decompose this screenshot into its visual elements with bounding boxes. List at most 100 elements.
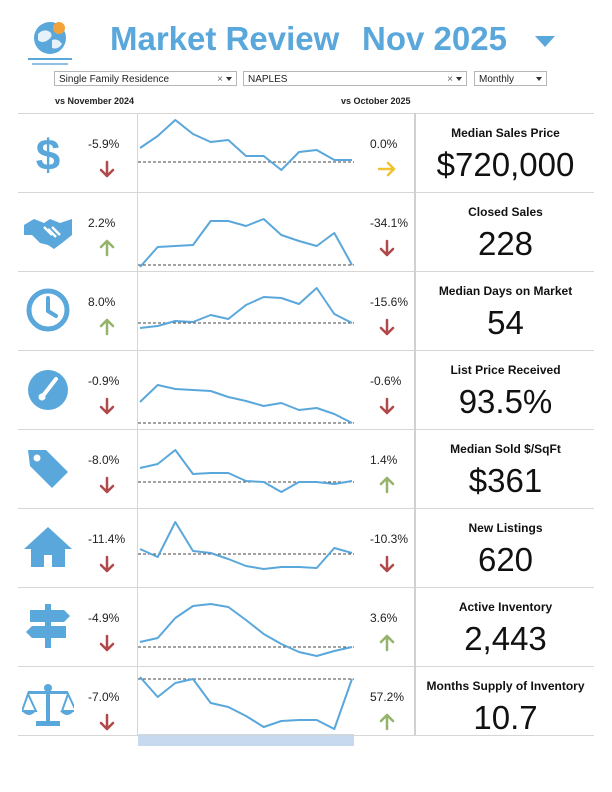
table-bottom-border (18, 735, 594, 736)
arrow-up-icon (99, 239, 115, 257)
period-dropdown-icon[interactable] (535, 36, 555, 48)
svg-text:$: $ (36, 131, 60, 178)
handshake-icon (24, 219, 72, 249)
series-line (139, 449, 353, 493)
metric-row-median-sold-per-sqft: -8.0% 1.4% Median Sold $/SqFt $361 (18, 429, 594, 509)
mom-change: -34.1% (370, 216, 409, 230)
mom-change: 57.2% (370, 690, 405, 704)
arrow-down-icon (379, 397, 395, 415)
metric-title: Median Days on Market (438, 284, 573, 298)
arrow-down-icon (99, 634, 115, 652)
sparkline-chart (138, 384, 354, 424)
price-tag-icon (28, 450, 68, 488)
arrow-up-icon (379, 713, 395, 731)
area-filter[interactable]: NAPLES × (243, 71, 467, 86)
frequency-filter[interactable]: Monthly (474, 71, 547, 86)
sparkline-chart (138, 449, 354, 493)
sparkline-chart (138, 521, 354, 570)
metric-value: 54 (487, 304, 524, 341)
arrow-down-icon (99, 476, 115, 494)
metric-row-closed-sales: 2.2% -34.1% Closed Sales 228 (18, 192, 594, 272)
metric-row-months-supply-of-inventory: -7.0% 57.2% Months Supply of Inventory 10.7 (18, 666, 594, 746)
arrow-down-icon (99, 160, 115, 178)
arrow-down-icon (379, 318, 395, 336)
metric-title: Active Inventory (458, 600, 553, 614)
metric-value: 93.5% (458, 383, 553, 420)
mom-change: -0.6% (370, 374, 402, 388)
year-over-year-label: vs November 2024 (55, 96, 135, 106)
metric-title: New Listings (468, 521, 543, 535)
company-logo (28, 22, 72, 65)
yoy-change: -8.0% (88, 453, 120, 467)
metric-value: $361 (468, 462, 543, 499)
house-icon (24, 527, 72, 567)
metric-title: Closed Sales (468, 205, 543, 219)
chevron-down-icon[interactable] (226, 77, 232, 81)
chevron-down-icon[interactable] (456, 77, 462, 81)
series-line (139, 521, 353, 570)
yoy-change: 2.2% (88, 216, 116, 230)
yoy-change: -7.0% (88, 690, 120, 704)
month-over-month-label: vs October 2025 (341, 96, 411, 106)
metric-title: List Price Received (450, 363, 561, 377)
arrow-down-icon (379, 555, 395, 573)
shaded-band (138, 734, 354, 746)
yoy-change: -4.9% (88, 611, 120, 625)
metric-row-new-listings: -11.4% -10.3% New Listings 620 (18, 508, 594, 588)
column-divider (414, 113, 416, 735)
arrow-right-icon (378, 161, 396, 177)
yoy-change: -11.4% (88, 532, 126, 546)
metric-value: 2,443 (464, 620, 547, 657)
property-type-value: Single Family Residence (59, 74, 170, 85)
report-period: Nov 2025 (362, 20, 507, 57)
arrow-up-icon (379, 476, 395, 494)
page-title: Market Review (110, 20, 340, 57)
metric-title: Median Sold $/SqFt (450, 442, 561, 456)
scale-icon (22, 684, 74, 726)
metric-row-median-sales-price: $ -5.9% 0.0% Median Sales Price $720,000 (18, 113, 594, 193)
gauge-icon (28, 370, 68, 410)
property-type-filter[interactable]: Single Family Residence × (54, 71, 237, 86)
column-divider (137, 113, 138, 735)
metric-row-median-days-on-market: 8.0% -15.6% Median Days on Market 54 (18, 271, 594, 351)
metric-row-active-inventory: -4.9% 3.6% Active Inventory 2,443 (18, 587, 594, 667)
arrow-up-icon (99, 318, 115, 336)
series-line (139, 603, 353, 657)
yoy-change: 8.0% (88, 295, 116, 309)
arrow-down-icon (99, 397, 115, 415)
frequency-value: Monthly (479, 74, 515, 85)
series-line (139, 119, 352, 171)
metric-title: Months Supply of Inventory (426, 679, 585, 693)
metric-value: 10.7 (473, 699, 538, 736)
clear-area-icon[interactable]: × (447, 74, 453, 85)
signpost-icon (26, 604, 70, 648)
clock-icon (26, 288, 70, 332)
sparkline-chart (138, 119, 354, 171)
series-line (139, 218, 353, 268)
area-value: NAPLES (248, 74, 288, 85)
metric-title: Median Sales Price (451, 126, 560, 140)
metric-row-list-price-received: -0.9% -0.6% List Price Received 93.5% (18, 350, 594, 430)
sparkline-chart (138, 603, 354, 657)
series-line (139, 287, 353, 329)
mom-change: -10.3% (370, 532, 409, 546)
chevron-down-icon[interactable] (536, 77, 542, 81)
sparkline-chart (138, 218, 354, 268)
arrow-down-icon (379, 239, 395, 257)
mom-change: 3.6% (370, 611, 398, 625)
metric-value: 228 (477, 225, 534, 262)
sparkline-chart (138, 287, 354, 329)
arrow-down-icon (99, 555, 115, 573)
yoy-change: -0.9% (88, 374, 120, 388)
clear-property-type-icon[interactable]: × (217, 74, 223, 85)
dollar-icon: $ (36, 131, 60, 178)
arrow-up-icon (379, 634, 395, 652)
metric-value: $720,000 (436, 146, 575, 183)
series-line (139, 676, 353, 730)
yoy-change: -5.9% (88, 137, 120, 151)
mom-change: -15.6% (370, 295, 409, 309)
mom-change: 1.4% (370, 453, 398, 467)
mom-change: 0.0% (370, 137, 398, 151)
series-line (139, 384, 353, 424)
metric-value: 620 (477, 541, 534, 578)
